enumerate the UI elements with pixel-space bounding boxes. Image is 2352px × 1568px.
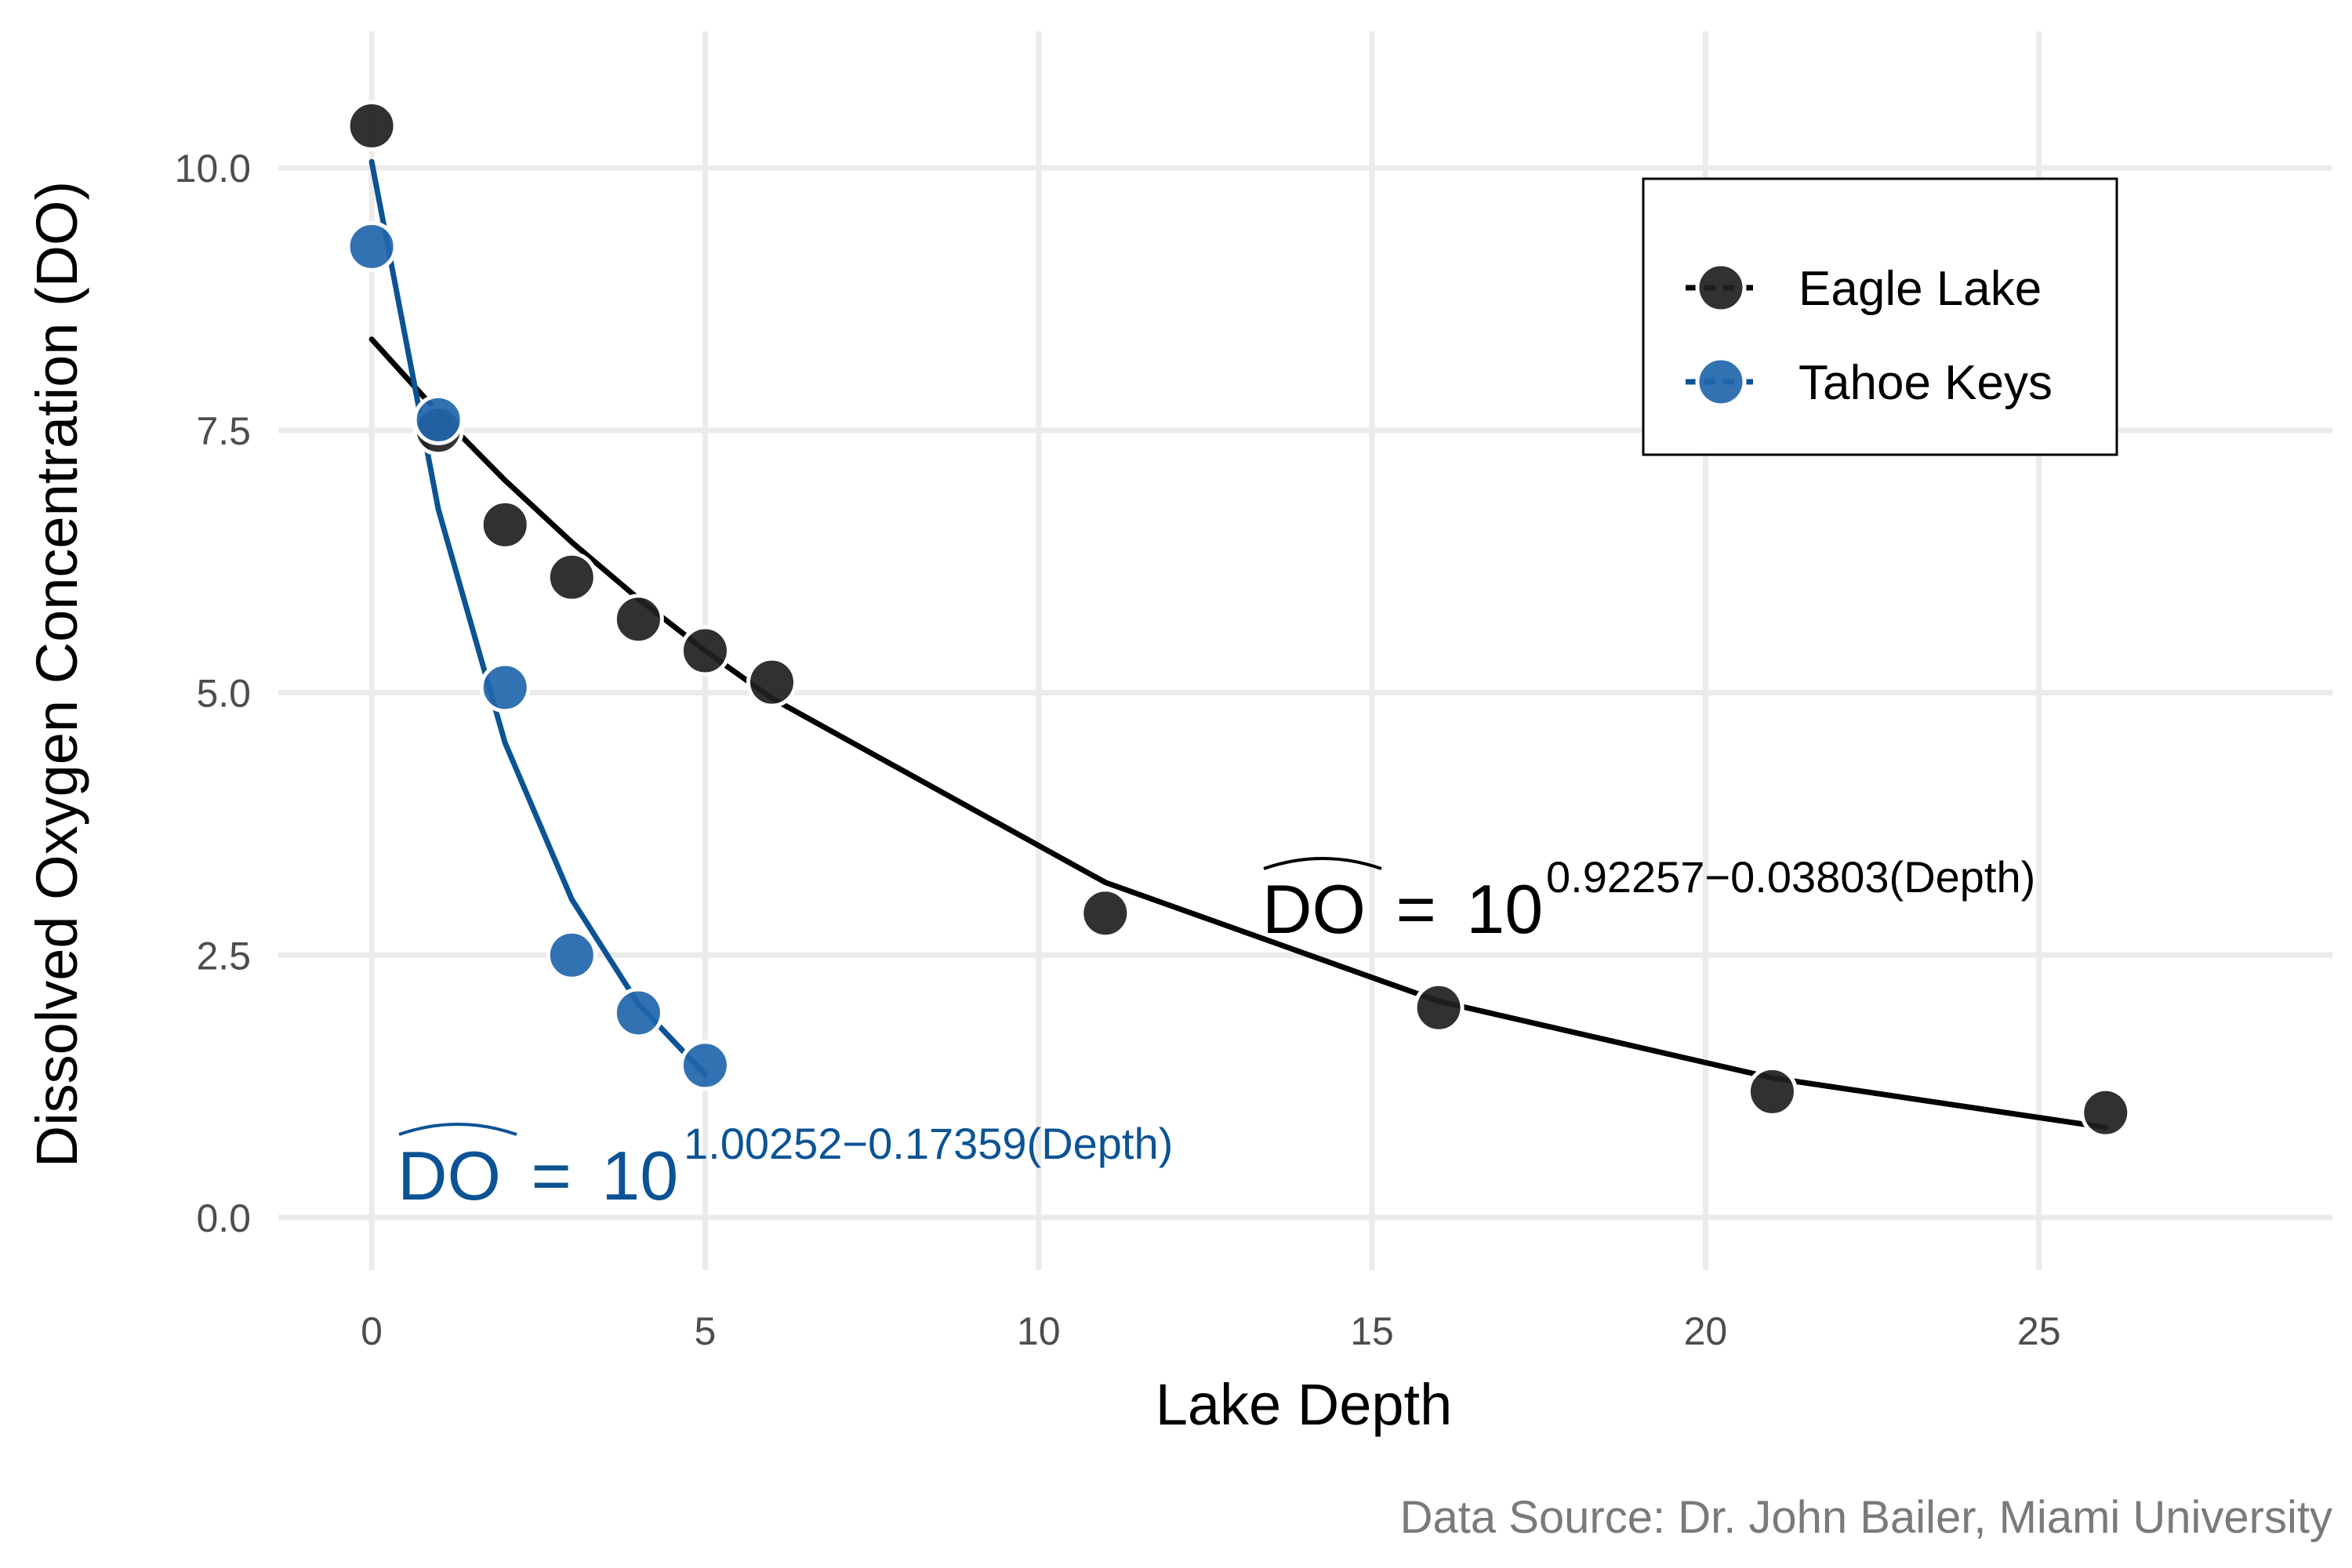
data-point-0 — [679, 625, 731, 677]
x-tick-label: 15 — [1350, 1309, 1394, 1353]
legend-label-tahoe-keys: Tahoe Keys — [1798, 356, 2053, 410]
legend-key-tahoe-keys — [1686, 356, 1756, 408]
annotation-tahoe-keys-base: 10 — [601, 1137, 678, 1214]
annotation-eagle-lake: DO = 10 0.92257−0.03803(Depth) — [1262, 852, 2035, 948]
y-tick-label: 10.0 — [175, 147, 251, 191]
data-point-0 — [1080, 887, 1131, 939]
y-tick-label: 2.5 — [196, 934, 251, 978]
data-point-0 — [746, 656, 797, 708]
y-tick-labels: 0.0 2.5 5.0 7.5 10.0 — [175, 147, 251, 1240]
annotation-eagle-lake-lhs: DO — [1262, 870, 1366, 948]
annotation-eagle-lake-exponent: 0.92257−0.03803(Depth) — [1546, 852, 2035, 902]
data-point-0 — [612, 593, 664, 645]
data-point-1 — [412, 394, 464, 445]
svg-text:DO = 10: DO = 10 — [397, 1137, 678, 1214]
svg-text:DO = 10: DO = 10 — [1262, 870, 1543, 948]
legend-key-eagle-lake — [1686, 262, 1756, 314]
annotation-eagle-lake-hat — [1263, 857, 1382, 870]
data-point-1 — [679, 1040, 731, 1091]
y-axis-title: Dissolved Oxygen Concentration (DO) — [24, 181, 89, 1168]
annotation-tahoe-keys-hat — [398, 1123, 517, 1136]
annotation-tahoe-keys-equals: = — [531, 1137, 571, 1214]
x-tick-label: 5 — [695, 1309, 717, 1353]
annotation-tahoe-keys: DO = 10 1.00252−0.17359(Depth) — [397, 1119, 1173, 1214]
y-tick-label: 5.0 — [196, 672, 251, 716]
x-tick-label: 0 — [361, 1309, 383, 1353]
data-point-0 — [2080, 1087, 2132, 1138]
data-points — [346, 100, 2132, 1138]
x-tick-label: 25 — [2017, 1309, 2061, 1353]
x-tick-labels: 0 5 10 15 20 25 — [361, 1309, 2060, 1353]
legend-label-eagle-lake: Eagle Lake — [1798, 262, 2042, 316]
x-tick-label: 10 — [1017, 1309, 1061, 1353]
y-tick-label: 7.5 — [196, 409, 251, 453]
data-point-0 — [1413, 982, 1465, 1033]
legend: Eagle Lake Tahoe Keys — [1642, 177, 2118, 456]
legend-key-point — [1695, 262, 1747, 314]
data-point-0 — [479, 499, 531, 550]
data-point-0 — [1746, 1065, 1798, 1117]
annotation-eagle-lake-base: 10 — [1466, 870, 1543, 948]
x-axis-title: Lake Depth — [1156, 1372, 1453, 1437]
annotation-eagle-lake-equals: = — [1396, 870, 1436, 948]
data-point-1 — [346, 220, 397, 272]
x-tick-label: 20 — [1684, 1309, 1728, 1353]
data-point-0 — [346, 100, 397, 152]
data-point-1 — [546, 929, 597, 981]
legend-key-point — [1695, 356, 1747, 408]
data-point-1 — [612, 987, 664, 1039]
annotation-tahoe-keys-exponent: 1.00252−0.17359(Depth) — [684, 1119, 1173, 1168]
data-point-1 — [479, 662, 531, 713]
legend-box — [1642, 177, 2118, 456]
caption: Data Source: Dr. John Bailer, Miami Univ… — [1400, 1492, 2332, 1543]
annotation-tahoe-keys-lhs: DO — [397, 1137, 501, 1214]
y-tick-label: 0.0 — [196, 1196, 251, 1240]
data-point-0 — [546, 551, 597, 603]
